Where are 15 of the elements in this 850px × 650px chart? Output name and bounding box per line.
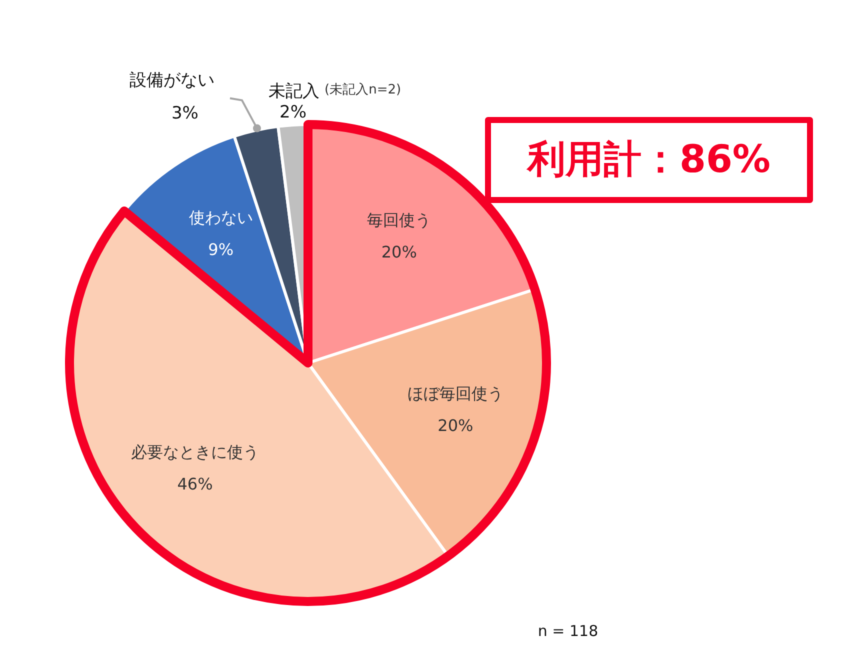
slice-label: 毎回使う [367,210,432,230]
data-label: 9% [208,240,234,259]
slice-label: 設備がない [129,70,214,91]
slice-label: 使わない [188,208,253,227]
text: 利用計：86% [526,136,770,181]
slice-label: ほぼ毎回使う [407,384,504,404]
slice-label: 未記入 [268,81,320,102]
data-label: 20% [381,242,417,262]
text: (未記入n=2) [324,82,402,98]
data-label: 20% [438,416,474,436]
data-label: 2% [280,102,307,122]
text: n = 118 [538,622,598,640]
data-label: 46% [177,474,213,494]
slice-label: 必要なときに使う [130,442,259,462]
data-label: 3% [171,104,198,124]
